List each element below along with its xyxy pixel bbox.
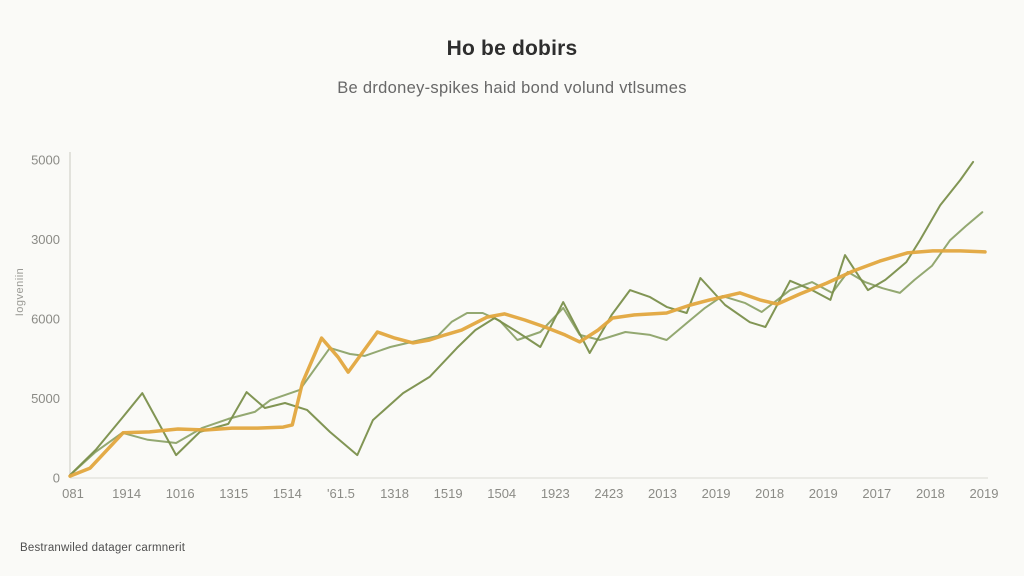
chart-subtitle: Be drdoney-spikes haid bond volund vtlsu… — [337, 79, 687, 97]
x-tick-label: 2013 — [648, 486, 677, 501]
x-tick-label: 081 — [62, 486, 84, 501]
chart-title: Ho be dobirs — [446, 37, 578, 60]
green-line-2 — [69, 211, 984, 477]
x-tick-label: 2018 — [755, 486, 784, 501]
x-tick-label: 1914 — [112, 486, 141, 501]
orange-line — [68, 249, 987, 478]
y-tick-label: 0 — [53, 471, 60, 486]
y-tick-label: 3000 — [31, 232, 60, 247]
x-tick-label: 2017 — [862, 486, 891, 501]
axes: 0 5000 6000 3000 5000 081 1914 1016 1315 1514 '61.… — [31, 152, 998, 501]
y-tick-label: 5000 — [31, 391, 60, 406]
y-tick-label: 6000 — [31, 312, 60, 327]
y-tick-label: 5000 — [31, 153, 60, 168]
source-caption: Bestranwiled datager carmnerit — [20, 542, 186, 554]
x-tick-label: 2018 — [916, 486, 945, 501]
x-tick-label: 2019 — [809, 486, 838, 501]
x-tick-label: '61.5 — [327, 486, 355, 501]
x-tick-label: 2423 — [594, 486, 623, 501]
x-tick-label: 1016 — [166, 486, 195, 501]
x-tick-label: 1923 — [541, 486, 570, 501]
x-tick-label: 2019 — [970, 486, 999, 501]
x-tick-label: 1514 — [273, 486, 302, 501]
x-tick-label: 1315 — [219, 486, 248, 501]
green-line-1 — [69, 160, 975, 477]
x-tick-label: 2019 — [702, 486, 731, 501]
x-tick-label: 1519 — [434, 486, 463, 501]
x-tick-label: 1504 — [487, 486, 516, 501]
x-tick-label: 1318 — [380, 486, 409, 501]
